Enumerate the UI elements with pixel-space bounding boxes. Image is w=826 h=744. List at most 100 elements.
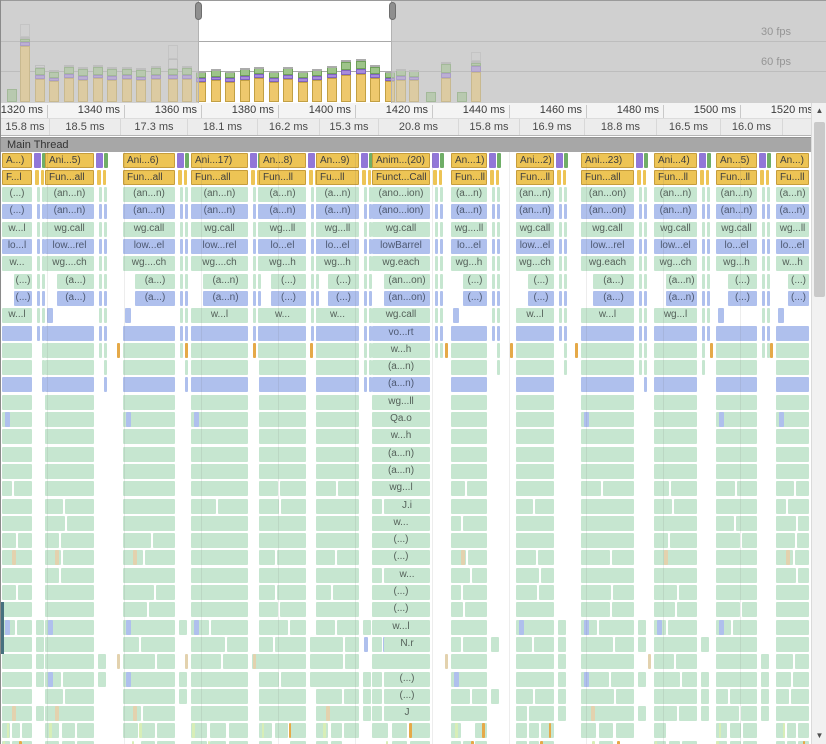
flame-cell[interactable] (123, 342, 175, 358)
flame-cell[interactable] (451, 706, 487, 722)
flame-cell[interactable] (654, 412, 697, 427)
flame-cell[interactable] (613, 585, 634, 600)
flame-cell[interactable] (259, 446, 306, 462)
flame-cell[interactable] (223, 654, 248, 670)
flame-cell[interactable] (2, 429, 32, 445)
flame-cell[interactable] (259, 671, 279, 687)
flame-cell[interactable] (123, 412, 175, 427)
flame-cell[interactable] (465, 602, 487, 618)
flame-cell[interactable] (316, 602, 359, 618)
flame-cell[interactable] (654, 515, 697, 531)
flame-cell[interactable] (654, 688, 697, 704)
flame-cell[interactable]: (a...) (593, 290, 634, 306)
flame-cell[interactable]: wg...ch (516, 256, 554, 272)
flame-cell[interactable]: w...l (2, 308, 32, 324)
flame-cell[interactable]: (...) (372, 585, 430, 600)
flame-cell[interactable] (451, 533, 487, 549)
flame-cell[interactable]: Anim...(20) (372, 152, 430, 168)
flame-cell[interactable] (581, 360, 634, 376)
flame-cell[interactable] (776, 515, 796, 531)
flame-cell[interactable]: (an...on) (384, 290, 430, 306)
flame-cell[interactable] (732, 619, 757, 635)
flame-cell[interactable] (776, 377, 809, 393)
flame-cell[interactable] (61, 740, 75, 744)
flame-cell[interactable] (776, 688, 790, 704)
flame-cell[interactable] (776, 533, 796, 549)
main-thread-header[interactable]: Main Thread (1, 137, 826, 152)
flame-cell[interactable] (534, 636, 554, 652)
flame-cell[interactable] (740, 706, 757, 722)
flame-cell[interactable] (144, 550, 175, 566)
flame-cell[interactable] (528, 723, 540, 739)
flame-cell[interactable]: vo...rt (372, 325, 430, 341)
flame-cell[interactable]: (...) (271, 273, 306, 289)
flame-cell[interactable] (675, 654, 697, 670)
flame-cell[interactable] (45, 706, 94, 722)
flame-cell[interactable] (123, 377, 175, 393)
flame-cell[interactable] (602, 481, 634, 497)
flame-cell[interactable] (451, 654, 487, 670)
flame-cell[interactable] (741, 533, 757, 549)
flame-cell[interactable] (123, 429, 175, 445)
flame-cell[interactable] (654, 394, 697, 410)
flame-cell[interactable] (776, 602, 809, 618)
flame-cell[interactable]: low...el (123, 239, 175, 254)
flame-cell[interactable]: (an...on) (581, 204, 634, 220)
flame-cell[interactable]: w...l (372, 619, 430, 635)
flame-cell[interactable] (228, 723, 248, 739)
flame-cell[interactable]: (a...n) (259, 204, 306, 220)
flame-cell[interactable] (451, 342, 487, 358)
flame-cell[interactable]: (a...) (593, 273, 634, 289)
flame-cell[interactable]: w... (316, 308, 359, 324)
scroll-thumb[interactable] (814, 122, 825, 297)
flame-cell[interactable]: (...) (2, 204, 32, 220)
flame-cell[interactable]: (an...n) (516, 204, 554, 220)
flame-cell[interactable] (581, 636, 614, 652)
flame-cell[interactable] (581, 567, 634, 583)
flame-cell[interactable] (45, 446, 94, 462)
flame-cell[interactable] (316, 671, 359, 687)
flame-cell[interactable] (716, 706, 739, 722)
flame-cell[interactable]: Fun...ll (516, 169, 554, 185)
flame-cell[interactable] (45, 377, 94, 393)
flame-cell[interactable] (259, 377, 306, 393)
flame-cell[interactable] (45, 740, 59, 744)
flame-cell[interactable] (336, 619, 359, 635)
flame-cell[interactable]: (a...n) (372, 377, 430, 393)
flame-cell[interactable]: wg...h (316, 256, 359, 272)
flame-cell[interactable] (528, 740, 540, 744)
flame-cell[interactable] (259, 585, 275, 600)
flame-cell[interactable] (776, 446, 809, 462)
flame-cell[interactable]: (an...on) (384, 273, 430, 289)
flame-cell[interactable] (2, 325, 32, 341)
flame-cell[interactable] (316, 463, 359, 479)
flame-cell[interactable] (18, 585, 32, 600)
frame-time-cell[interactable]: 20.8 ms (378, 119, 458, 135)
flame-cell[interactable] (276, 585, 306, 600)
flame-cell[interactable]: wg...ll (776, 221, 809, 237)
flame-cell[interactable] (316, 567, 359, 583)
flame-cell[interactable] (191, 723, 207, 739)
flame-cell[interactable]: lo...el (259, 239, 306, 254)
flame-cell[interactable]: (...) (384, 671, 430, 687)
flame-cell[interactable] (787, 740, 797, 744)
flame-cell[interactable] (541, 740, 554, 744)
flame-cell[interactable] (682, 740, 697, 744)
frame-time-cell[interactable]: 18.1 ms (187, 119, 257, 135)
flame-cell[interactable] (776, 481, 794, 497)
flame-cell[interactable] (259, 602, 278, 618)
flame-cell[interactable] (2, 360, 32, 376)
flame-cell[interactable] (776, 585, 809, 600)
flame-cell[interactable] (410, 723, 430, 739)
flame-cell[interactable] (140, 636, 175, 652)
flame-cell[interactable] (281, 498, 306, 514)
flame-chart[interactable]: A...) F...l (...) (...) w...l lo...l w... (...)… (1, 152, 826, 744)
flame-cell[interactable] (226, 636, 248, 652)
flame-cell[interactable] (654, 550, 697, 566)
flame-cell[interactable]: (a...n) (316, 204, 359, 220)
flame-cell[interactable] (123, 671, 175, 687)
flame-cell[interactable] (581, 481, 601, 497)
flame-cell[interactable] (191, 688, 248, 704)
flame-cell[interactable] (716, 394, 757, 410)
v-scrollbar[interactable]: ▲ ▼ (811, 103, 826, 744)
